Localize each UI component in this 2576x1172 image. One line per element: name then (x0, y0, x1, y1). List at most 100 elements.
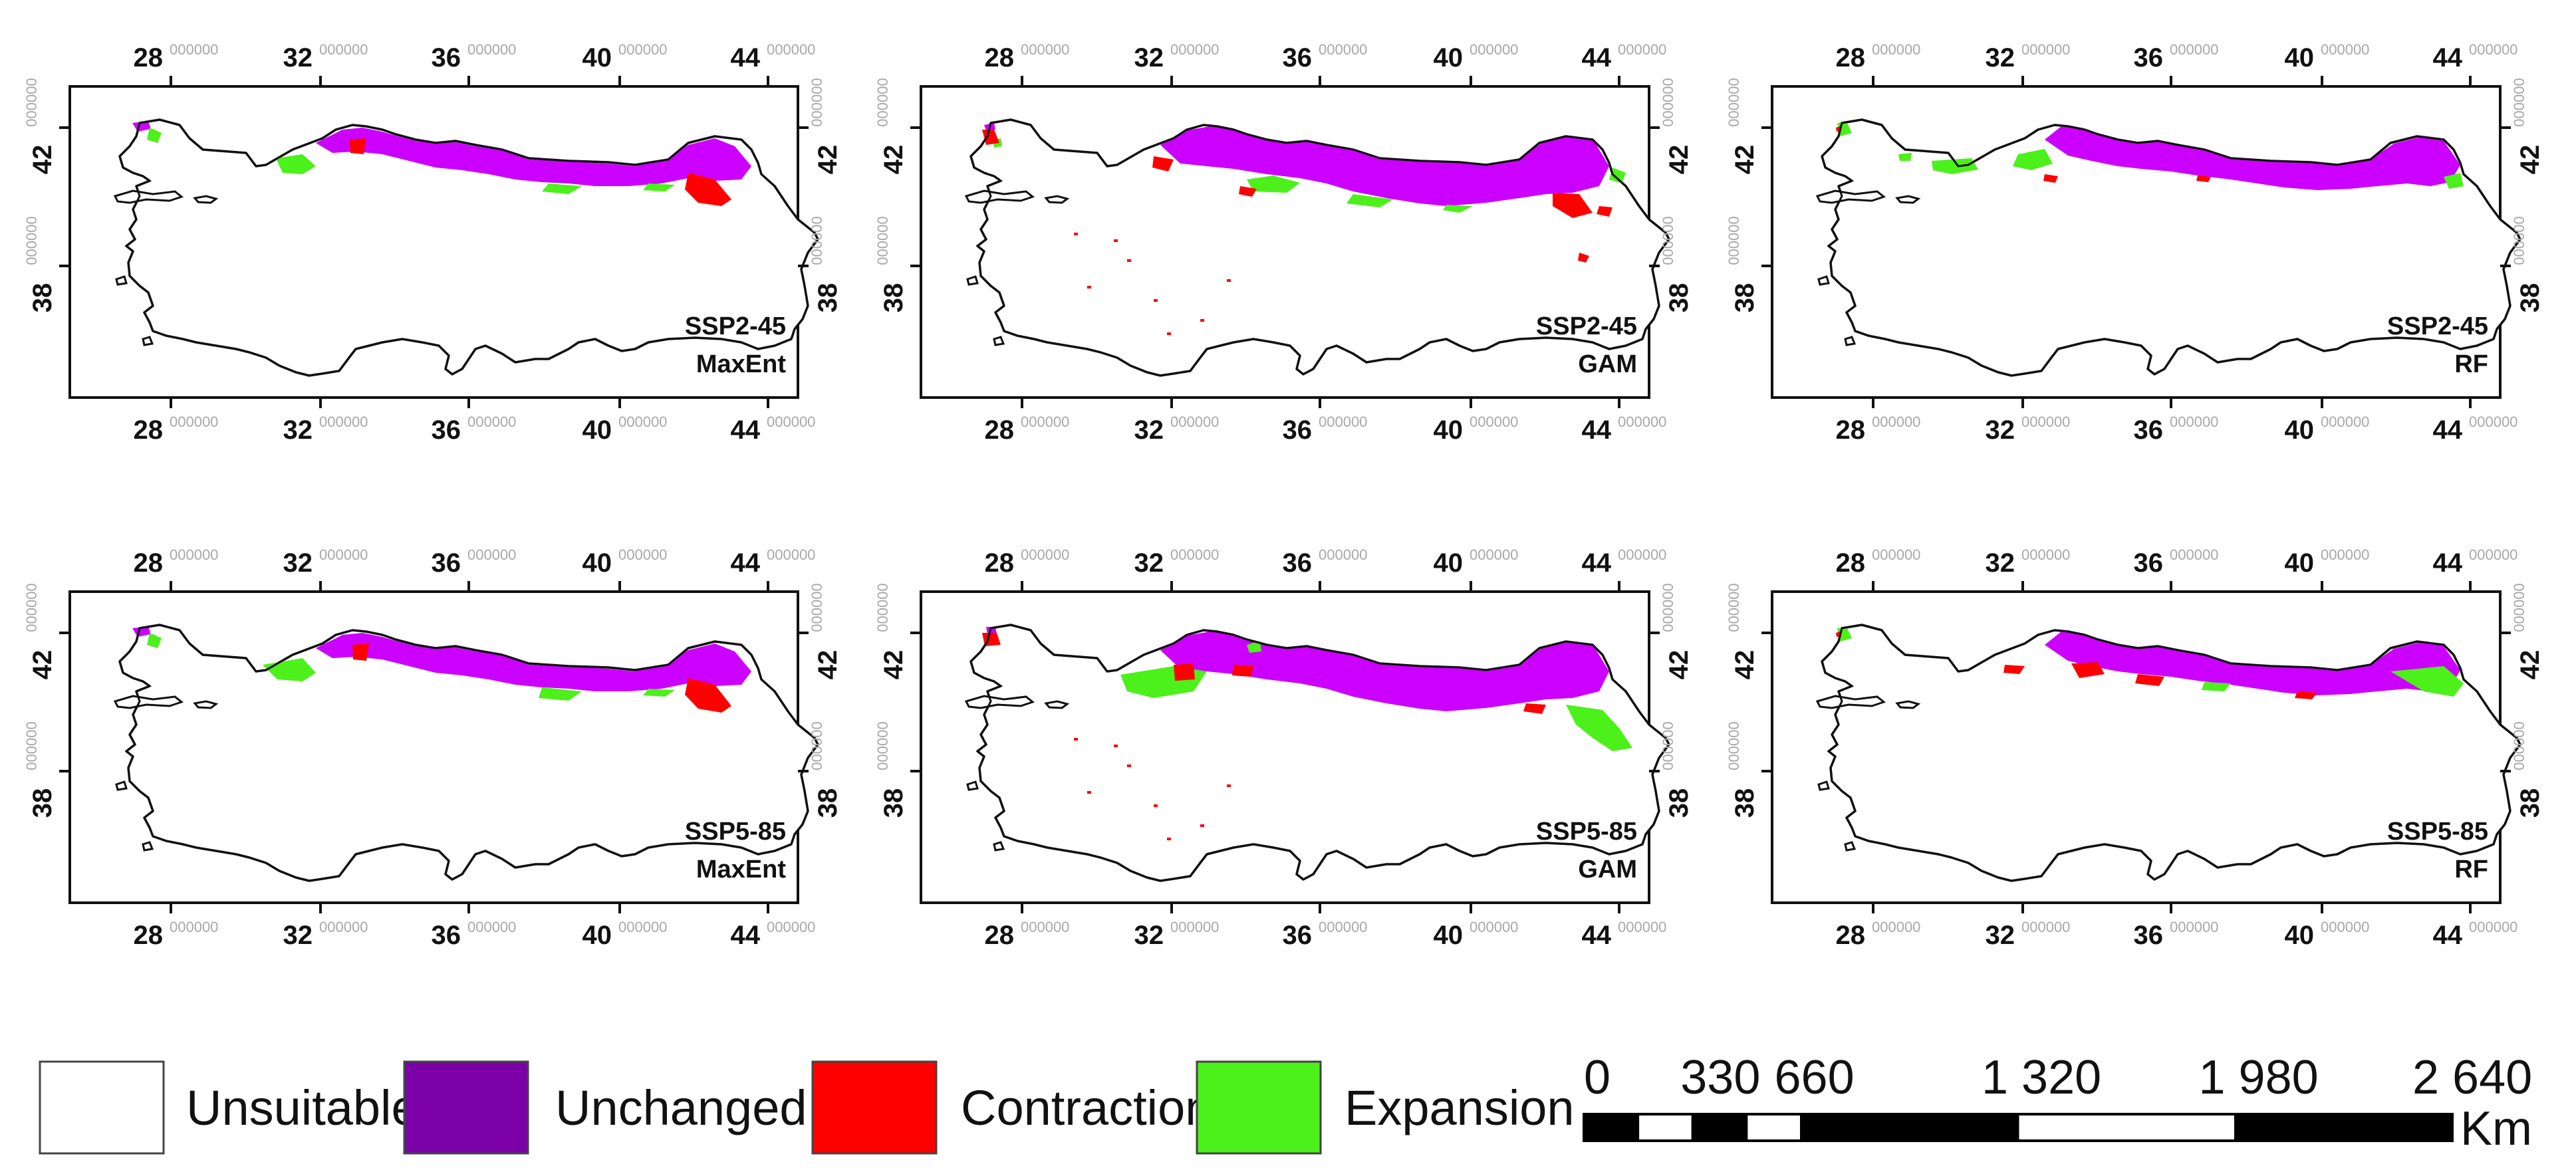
legend-swatch (403, 1060, 529, 1155)
turkey-map (964, 118, 1670, 377)
lat-tick-fraction: 000000 (1660, 216, 1676, 265)
lat-tick-fraction: 000000 (809, 216, 825, 265)
contraction-area (2071, 662, 2105, 678)
lon-tick-label: 28 (134, 43, 164, 72)
expansion-area (276, 154, 316, 174)
map-panel: SSP2-45 RF 28 000000 28 000000 32 000000 32 00000… (1726, 41, 2545, 445)
lat-tick-label: 38 (1664, 283, 1694, 313)
coast-outline (142, 841, 154, 852)
lat-tick-fraction: 000000 (809, 583, 825, 632)
lon-tick-fraction: 000000 (1872, 919, 1920, 935)
coast-outline (113, 695, 184, 709)
scale-label: 2 640 (2412, 1051, 2532, 1104)
expansion-area (2202, 682, 2231, 691)
scale-segment (1691, 1113, 1748, 1142)
coast-outline (966, 275, 979, 286)
coast-outline (115, 275, 128, 286)
lat-tick-fraction: 000000 (23, 583, 40, 632)
lat-tick-label: 42 (28, 650, 57, 680)
model-label: MaxEnt (696, 350, 786, 378)
lat-tick-fraction: 000000 (874, 721, 891, 770)
contraction-area (2043, 174, 2058, 183)
scale-frame (1583, 1113, 2454, 1142)
lon-tick-label: 36 (2134, 921, 2164, 950)
lat-tick-label: 38 (1664, 788, 1694, 818)
lon-tick-label: 36 (1283, 415, 1313, 445)
lon-tick-label: 32 (1134, 415, 1164, 445)
lat-tick-fraction: 000000 (2511, 78, 2527, 126)
lat-tick-label: 42 (879, 650, 908, 680)
lat-tick-label: 42 (1664, 145, 1694, 175)
map-panel: SSP5-85 MaxEnt 28 000000 28 000000 32 000000 32 0… (23, 546, 842, 950)
lon-tick-fraction: 000000 (618, 919, 667, 935)
lon-tick-label: 44 (1582, 415, 1612, 445)
contraction-area (1114, 745, 1118, 747)
expansion-area (539, 687, 582, 701)
lat-tick-label: 42 (879, 145, 908, 175)
lon-tick-fraction: 000000 (2021, 41, 2070, 58)
lon-tick-label: 28 (1836, 43, 1866, 72)
lon-tick-label: 36 (432, 415, 461, 445)
lon-tick-label: 44 (1582, 548, 1612, 578)
map-panel: SSP2-45 GAM 28 000000 28 000000 32 000000 32 0000… (874, 41, 1694, 445)
lat-tick-fraction: 000000 (2511, 216, 2527, 265)
model-label: RF (2454, 350, 2488, 378)
lon-tick-label: 36 (432, 43, 461, 72)
lon-tick-label: 36 (1283, 921, 1313, 950)
contraction-area (1523, 703, 1546, 714)
coast-outline (1817, 780, 1830, 791)
lon-tick-fraction: 000000 (2321, 41, 2369, 58)
coast-outline (113, 189, 184, 204)
lat-tick-fraction: 000000 (23, 78, 40, 126)
lon-tick-fraction: 000000 (618, 546, 667, 563)
model-label: MaxEnt (696, 856, 786, 883)
contraction-area (685, 678, 731, 713)
lat-tick-fraction: 000000 (1726, 78, 1742, 126)
scenario-label: SSP2-45 (2387, 312, 2488, 340)
contraction-area (1200, 319, 1204, 322)
lon-tick-fraction: 000000 (1021, 919, 1069, 935)
coast-outline (1895, 700, 1921, 709)
coast-outline (142, 336, 154, 346)
lon-tick-fraction: 000000 (2170, 546, 2218, 563)
lon-tick-fraction: 000000 (2170, 41, 2218, 58)
lon-tick-fraction: 000000 (618, 41, 667, 58)
legend-swatch (811, 1060, 938, 1155)
scale-label: 330 (1680, 1051, 1760, 1104)
lon-tick-fraction: 000000 (2021, 546, 2070, 563)
lat-tick-fraction: 000000 (2511, 583, 2527, 632)
lat-tick-label: 38 (813, 283, 842, 313)
lon-tick-fraction: 000000 (1021, 41, 1069, 58)
turkey-map (113, 624, 819, 882)
lon-tick-label: 44 (2433, 43, 2463, 72)
lon-tick-label: 32 (1986, 921, 2015, 950)
lat-tick-fraction: 000000 (23, 721, 40, 770)
contraction-area (1167, 838, 1171, 840)
lon-tick-fraction: 000000 (1319, 546, 1367, 563)
lon-tick-label: 40 (2285, 415, 2315, 445)
lon-tick-label: 44 (731, 548, 761, 578)
contraction-area (2135, 674, 2164, 686)
lon-tick-fraction: 000000 (1470, 413, 1518, 430)
unchanged-area (316, 633, 751, 691)
map-panels: SSP2-45 MaxEnt 28 000000 28 000000 32 000000 32 0… (23, 41, 2545, 950)
lon-tick-fraction: 000000 (1170, 546, 1219, 563)
legend: Unsuitable Unchanged Contraction Expansion (39, 1060, 1575, 1155)
lon-tick-fraction: 000000 (1021, 413, 1069, 430)
country-outline (1821, 118, 2521, 377)
lat-tick-label: 38 (813, 788, 842, 818)
turkey-map (964, 624, 1670, 882)
expansion-area (1566, 705, 1632, 751)
lon-tick-fraction: 000000 (319, 546, 368, 563)
lon-tick-fraction: 000000 (1872, 41, 1920, 58)
lon-tick-label: 28 (134, 548, 164, 578)
lon-tick-label: 44 (2433, 548, 2463, 578)
expansion-area (1443, 205, 1473, 213)
expansion-area (1347, 194, 1393, 207)
map-panel: SSP5-85 RF 28 000000 28 000000 32 000000 32 00000… (1726, 546, 2545, 950)
coast-outline (1044, 195, 1070, 204)
expansion-area (2390, 666, 2464, 697)
lon-tick-fraction: 000000 (1170, 413, 1219, 430)
